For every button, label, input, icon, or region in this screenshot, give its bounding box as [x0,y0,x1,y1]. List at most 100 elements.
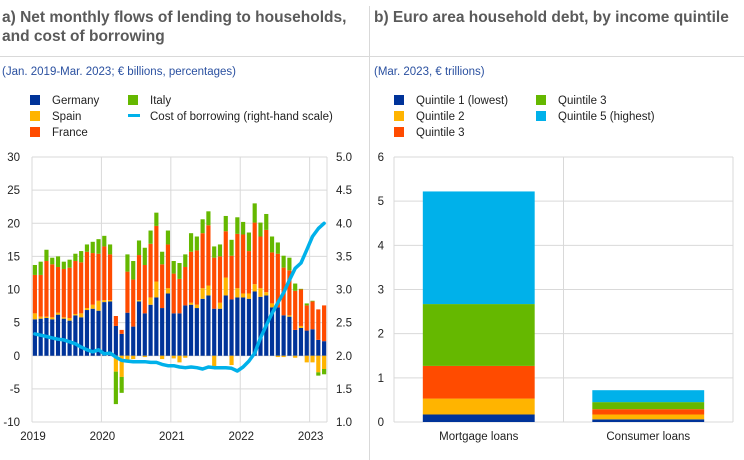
legend-color-swatch [128,95,138,105]
bar-italy [131,261,136,280]
bar-france [316,309,321,340]
bar-france [32,274,37,314]
y2-tick-label: 4.5 [336,185,352,197]
bar-france [165,244,171,289]
bar-france [293,290,298,330]
bar-france [264,229,269,293]
y-tick-label: 3 [378,285,384,297]
legend-item-quintile-3-2: Quintile 3 [394,126,465,142]
bar-germany [217,308,223,356]
legend-color-swatch [536,111,546,121]
legend-color-swatch [30,127,40,137]
bar-germany [212,308,217,356]
bar-germany [119,333,124,356]
bar-spain [212,355,217,367]
bar-spain [287,315,292,317]
bar-italy [84,244,90,252]
y-tick-label: -5 [10,384,20,396]
bar-france [84,251,90,309]
bar-germany [246,298,251,356]
bar-spain [148,297,153,305]
bar-italy [125,254,130,272]
panel-a: a) Net monthly flows of lending to house… [0,0,369,460]
bar-spain [108,300,113,302]
bar-spain [131,355,136,360]
bar-italy [217,244,223,257]
bar-france [67,267,72,318]
bar-spain [119,355,124,377]
legend-label: Cost of borrowing (right-hand scale) [150,111,333,123]
legend-label: Italy [150,95,172,107]
bar-italy [304,303,309,306]
bar-italy [264,213,269,230]
bar-france [171,273,176,314]
bar-italy [252,203,257,223]
bar-germany [102,302,107,356]
bar-italy [235,217,240,234]
bar-spain [61,317,66,319]
bar-germany [188,304,194,356]
bar-germany [84,310,90,356]
bar-spain [50,317,55,320]
bar-germany [275,307,280,356]
bar-spain [55,312,61,315]
legend-color-swatch [394,127,404,137]
bar-germany [136,301,142,356]
bar-italy [119,376,124,393]
bar-quintile-5-highest-4 [422,191,535,305]
bar-italy [50,257,55,265]
bar-spain [32,313,37,320]
bar-france [131,279,136,327]
bar-france [322,305,327,342]
bar-france [194,250,199,305]
x-tick-label: 2019 [20,431,46,443]
bar-quintile-1-lowest-0 [422,414,535,422]
panel-b-title: b) Euro area household debt, by income q… [374,9,729,26]
bar-france [235,233,240,289]
bar-france [61,268,66,318]
bar-spain [281,355,286,358]
bar-france [287,270,292,316]
panel-b-title-rule [370,56,744,57]
bar-france [258,236,263,289]
bar-france [90,253,95,305]
bar-italy [73,253,78,262]
bar-germany [171,313,176,356]
bar-italy [293,283,298,291]
y2-tick-label: 2.5 [336,318,352,330]
bar-italy [102,235,107,247]
bar-germany [258,296,263,356]
bar-spain [160,355,165,360]
bar-spain [96,300,101,311]
panel-b-chart: 0 1 2 3 4 5 6 Mortgage loans Consumer loans [378,152,734,443]
bar-france [142,264,147,314]
bar-spain [206,285,211,296]
bar-spain [171,355,176,359]
bar-italy [200,219,205,234]
legend-item-quintile-5-highest-4: Quintile 5 (highest) [536,110,655,126]
panel-a-chart: -10 -5 0 5 10 15 20 25 30 1.0 1.5 2.0 2.5 3.0 3.5 4.0 4.… [3,152,352,443]
bar-germany [73,315,78,356]
bar-italy [258,222,263,237]
bar-spain [229,355,234,366]
bar-italy [67,259,72,268]
bar-germany [61,318,66,356]
bar-france [304,305,309,331]
legend-color-swatch [394,111,404,121]
bar-spain [304,355,309,363]
bar-france [310,301,315,330]
bar-italy [269,236,275,253]
bar-italy [241,221,246,235]
bar-italy [322,369,327,375]
bar-italy [188,233,194,252]
bar-italy [206,211,211,226]
bar-spain [188,302,194,305]
bar-germany [96,310,101,356]
bar-italy [165,230,171,245]
bar-france [108,254,113,301]
bar-spain [67,317,72,321]
legend-line-swatch [128,114,140,117]
bar-germany [200,298,205,356]
bar-france [200,233,205,289]
bar-france [223,231,228,278]
